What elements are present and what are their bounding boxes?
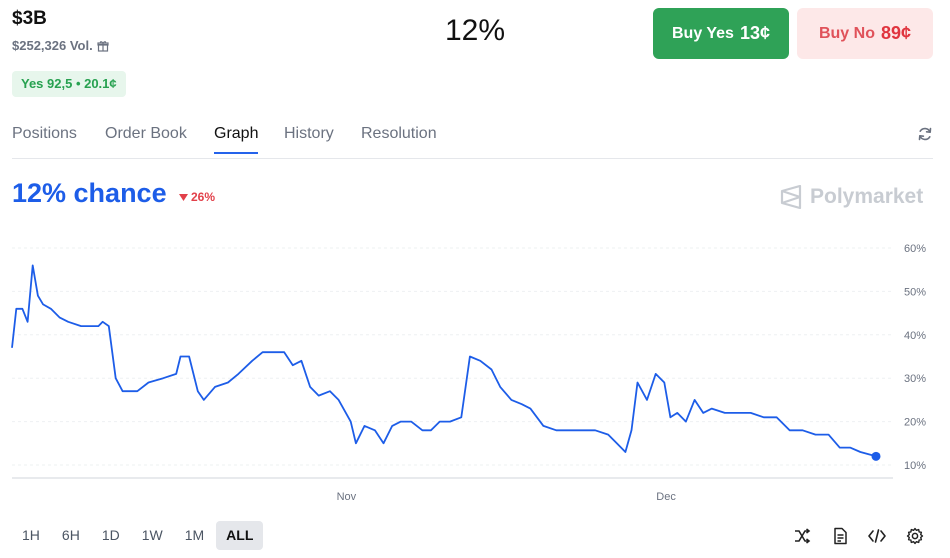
range-6h[interactable]: 6H [61, 527, 80, 543]
buy-no-button[interactable]: Buy No 89¢ [797, 8, 933, 59]
chance-headline: 12% chance [12, 178, 167, 208]
range-1m[interactable]: 1M [184, 527, 205, 543]
buy-no-label: Buy No [818, 24, 875, 42]
brand-watermark: Polymarket [780, 185, 923, 209]
y-tick-label: 50% [904, 286, 926, 298]
market-title: $3B [12, 8, 47, 29]
price-chart: 60% 50% 40% 30% 20% 10% Nov Dec [11, 243, 926, 503]
series-line [11, 264, 877, 458]
change-value: 26% [191, 190, 216, 204]
time-range-selector: 1H 6H 1D 1W 1M ALL [12, 521, 264, 550]
tab-graph[interactable]: Graph [214, 125, 259, 154]
current-point-marker [871, 451, 881, 461]
buy-yes-label: Buy Yes [671, 24, 734, 42]
buy-yes-button[interactable]: Buy Yes 13¢ [653, 8, 789, 59]
tab-resolution[interactable]: Resolution [361, 125, 437, 142]
y-tick-label: 30% [904, 373, 926, 385]
volume-info: $252,326 Vol. [12, 38, 109, 53]
document-icon[interactable] [831, 527, 849, 545]
x-tick-label: Nov [337, 491, 357, 503]
x-tick-label: Dec [656, 491, 676, 503]
gear-icon[interactable] [906, 527, 924, 545]
y-tick-label: 40% [904, 330, 926, 342]
polymarket-logo-icon [780, 185, 802, 209]
y-tick-label: 60% [904, 243, 926, 255]
tab-bar: Positions Order Book Graph History Resol… [12, 120, 933, 159]
refresh-icon[interactable] [917, 126, 933, 142]
buy-no-price: 89¢ [880, 23, 912, 43]
tab-positions[interactable]: Positions [12, 125, 77, 142]
y-tick-label: 10% [904, 460, 926, 472]
range-all[interactable]: ALL [216, 521, 264, 550]
tab-history[interactable]: History [284, 125, 334, 142]
y-tick-label: 20% [904, 417, 926, 429]
outcome-pill[interactable]: Yes 92,5 • 20.1¢ [12, 71, 126, 97]
range-1d[interactable]: 1D [101, 527, 120, 543]
gift-icon[interactable] [97, 40, 109, 52]
range-1w[interactable]: 1W [141, 527, 163, 543]
range-1h[interactable]: 1H [22, 527, 40, 543]
change-indicator: 26% [179, 190, 215, 204]
brand-name: Polymarket [810, 185, 924, 208]
buy-yes-price: 13¢ [739, 23, 770, 43]
volume-text: $252,326 Vol. [12, 38, 93, 53]
tab-order-book[interactable]: Order Book [105, 125, 187, 142]
shuffle-icon[interactable] [793, 527, 811, 545]
code-icon[interactable] [868, 527, 886, 545]
down-triangle-icon [179, 193, 188, 201]
